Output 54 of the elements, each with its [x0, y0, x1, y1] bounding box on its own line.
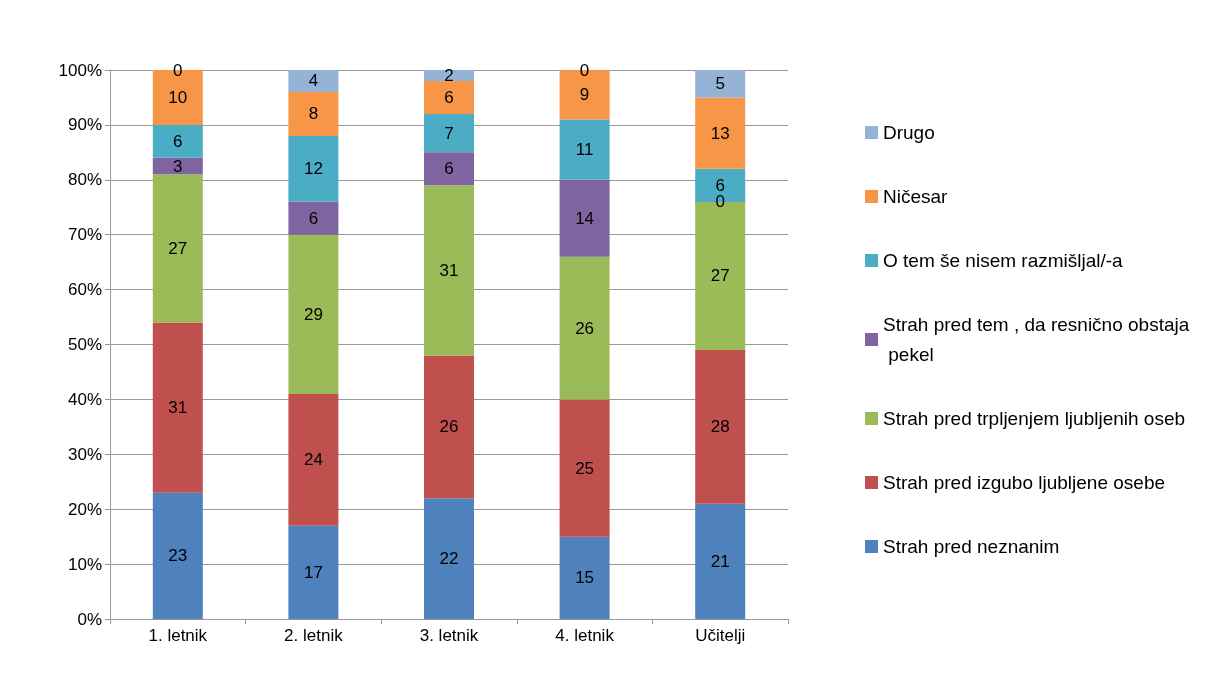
data-label: 21	[710, 551, 730, 571]
data-label: 23	[168, 546, 188, 566]
data-label: 31	[439, 260, 459, 280]
data-label: 25	[575, 458, 595, 478]
data-label: 6	[173, 131, 183, 151]
data-label: 10	[168, 87, 188, 107]
data-label: 6	[444, 159, 454, 179]
data-label: 11	[575, 140, 594, 160]
legend-label: O tem še nisem razmišljal/-a	[883, 250, 1124, 271]
data-label: 3	[173, 156, 183, 176]
data-label: 4	[308, 71, 319, 91]
legend-label: Strah pred trpljenjem ljubljenih oseb	[883, 408, 1186, 429]
x-tick-label: 3. letnik	[419, 626, 479, 645]
y-tick-label: 10%	[67, 554, 102, 574]
x-tick-label: 2. letnik	[284, 626, 344, 645]
legend-label: Strah pred tem , da resnično obstaja pekel	[883, 314, 1190, 365]
data-label: 5	[715, 74, 725, 94]
data-label: 9	[579, 85, 590, 105]
data-label: 31	[168, 398, 188, 418]
x-tick-label: 4. letnik	[555, 626, 615, 645]
data-label: 15	[575, 568, 595, 588]
y-tick-label: 20%	[67, 499, 102, 519]
x-tick-label: 1. letnik	[148, 626, 208, 645]
data-label: 26	[439, 417, 459, 437]
x-tick-label: Učitelji	[695, 626, 746, 645]
data-label: 24	[303, 450, 323, 470]
data-label: 27	[168, 238, 188, 258]
data-label: 26	[575, 318, 595, 338]
data-label: 6	[444, 87, 454, 107]
y-tick-label: 60%	[67, 280, 102, 300]
data-label: 27	[710, 266, 730, 286]
y-tick-label: 90%	[67, 115, 102, 135]
legend-label: Drugo	[883, 122, 935, 143]
y-tick-label: 50%	[67, 335, 102, 354]
data-label: 12	[303, 159, 323, 179]
data-label: 7	[444, 123, 454, 143]
data-label: 14	[575, 208, 595, 228]
data-label: 13	[710, 123, 730, 143]
legend-label: Strah pred izgubo ljubljene osebe	[883, 472, 1166, 493]
data-label: 8	[308, 104, 319, 124]
y-tick-label: 0%	[77, 609, 102, 629]
y-tick-label: 70%	[67, 225, 102, 245]
y-tick-label: 30%	[67, 444, 102, 464]
data-label: 22	[439, 549, 459, 569]
y-tick-label: 80%	[67, 170, 102, 190]
data-label: 17	[303, 562, 323, 582]
data-label: 28	[710, 417, 730, 437]
data-label: 29	[303, 304, 323, 324]
legend-label: Strah pred neznanim	[883, 536, 1060, 557]
y-tick-label: 100%	[58, 60, 102, 80]
legend-label: Ničesar	[883, 186, 949, 207]
y-tick-label: 40%	[67, 389, 102, 409]
data-label: 2	[444, 65, 454, 85]
data-label: 6	[308, 208, 319, 228]
